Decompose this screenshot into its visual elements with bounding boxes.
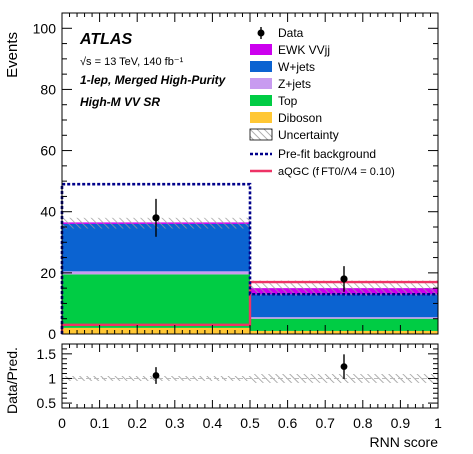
bar-z-jets-bin0 [62, 271, 250, 275]
legend-ewk-label: EWK VVjj [278, 43, 330, 57]
data-point-1 [340, 275, 348, 283]
legend-item-data: Data [257, 26, 304, 40]
main-y-tick-label: 100 [33, 20, 57, 36]
main-y-tick-label: 80 [40, 81, 56, 97]
legend-item-ewk: EWK VVjj [250, 43, 330, 57]
prefit-background-line [60, 182, 438, 334]
legend-diboson-swatch [250, 112, 272, 123]
x-tick-label: 0.4 [203, 415, 223, 431]
legend-item-top: Top [250, 94, 298, 108]
legend-item-uncertainty: Uncertainty [249, 128, 339, 142]
x-tick-label: 0.7 [315, 415, 335, 431]
legend-ewk-swatch [250, 44, 272, 55]
legend-item-wjets: W+jets [250, 60, 315, 74]
bar-w-jets-bin1 [250, 294, 438, 318]
x-tick-label: 0.8 [353, 415, 373, 431]
energy-lumi-label: √s = 13 TeV, 140 fb⁻¹ [80, 56, 184, 68]
bar-z-jets-bin1 [250, 317, 438, 319]
x-tick-label: 0.3 [165, 415, 185, 431]
legend-top-swatch [250, 95, 272, 106]
legend-zjets-label: Z+jets [278, 77, 311, 91]
bar-top-bin0 [62, 274, 250, 328]
ratio-point-0 [152, 372, 160, 379]
ratio-points-layer [152, 354, 348, 384]
ratio-point-1 [340, 363, 348, 371]
ratio-axis-ticks: 0.5 1 1.5 0 0.1 0.2 0.3 0.4 0.5 0.6 0.7 0.8 0.9 1 [37, 344, 442, 431]
legend-wjets-label: W+jets [278, 60, 315, 74]
legend-uncertainty-swatch [249, 128, 273, 141]
legend-data-marker [257, 29, 265, 37]
x-tick-label: 0.6 [278, 415, 298, 431]
bar-diboson-bin0 [62, 327, 250, 334]
main-y-tick-label: 60 [40, 143, 56, 159]
main-y-tick-label: 40 [40, 204, 56, 220]
legend-data-label: Data [278, 26, 304, 40]
legend-zjets-swatch [250, 78, 272, 89]
data-points-layer [152, 198, 348, 292]
x-tick-label: 0.1 [90, 415, 110, 431]
x-tick-label: 0.5 [240, 415, 260, 431]
bar-diboson-bin1 [250, 330, 438, 334]
region-label: High-M VV SR [80, 95, 160, 109]
legend-uncertainty-label: Uncertainty [278, 128, 339, 142]
legend-item-zjets: Z+jets [250, 77, 311, 91]
x-tick-label: 0 [58, 415, 66, 431]
legend-item-aqgc: aQGC (f FT0/Λ4 = 0.10) [250, 166, 395, 178]
ratio-plot: 0.5 1 1.5 0 0.1 0.2 0.3 0.4 0.5 0.6 0.7 0.8 0.9 1 Dat… [4, 343, 442, 450]
main-y-tick-label: 20 [40, 265, 56, 281]
legend-wjets-swatch [250, 61, 272, 72]
legend-top-label: Top [278, 94, 298, 108]
data-point-0 [152, 214, 160, 222]
ratio-y-tick-label: 0.5 [37, 395, 57, 411]
channel-label: 1-lep, Merged High-Purity [80, 73, 227, 87]
x-tick-label: 1 [434, 415, 442, 431]
main-y-tick-label: 0 [48, 326, 56, 342]
legend-aqgc-label: aQGC (f FT0/Λ4 = 0.10) [278, 166, 395, 178]
atlas-label: ATLAS [79, 31, 132, 48]
bar-top-bin1 [250, 318, 438, 331]
legend-item-prefit: Pre-fit background [250, 147, 376, 161]
main-plot: 0 20 40 60 80 100 Events ATLAS √s = 13 TeV, 1… [4, 12, 439, 342]
y-axis-label: Events [4, 32, 21, 78]
x-tick-label: 0.9 [391, 415, 411, 431]
legend-item-diboson: Diboson [250, 111, 322, 125]
ratio-y-axis-label: Data/Pred. [4, 347, 20, 414]
x-tick-label: 0.2 [127, 415, 147, 431]
legend-prefit-label: Pre-fit background [278, 147, 376, 161]
ratio-y-tick-label: 1.5 [37, 346, 57, 362]
x-axis-label: RNN score [370, 434, 439, 450]
main-axis-ticks: 0 20 40 60 80 100 [33, 13, 439, 342]
ratio-y-tick-label: 1 [48, 370, 56, 386]
legend: Data EWK VVjj W+jets Z+jets Top Diboson [249, 26, 395, 178]
legend-diboson-label: Diboson [278, 111, 322, 125]
